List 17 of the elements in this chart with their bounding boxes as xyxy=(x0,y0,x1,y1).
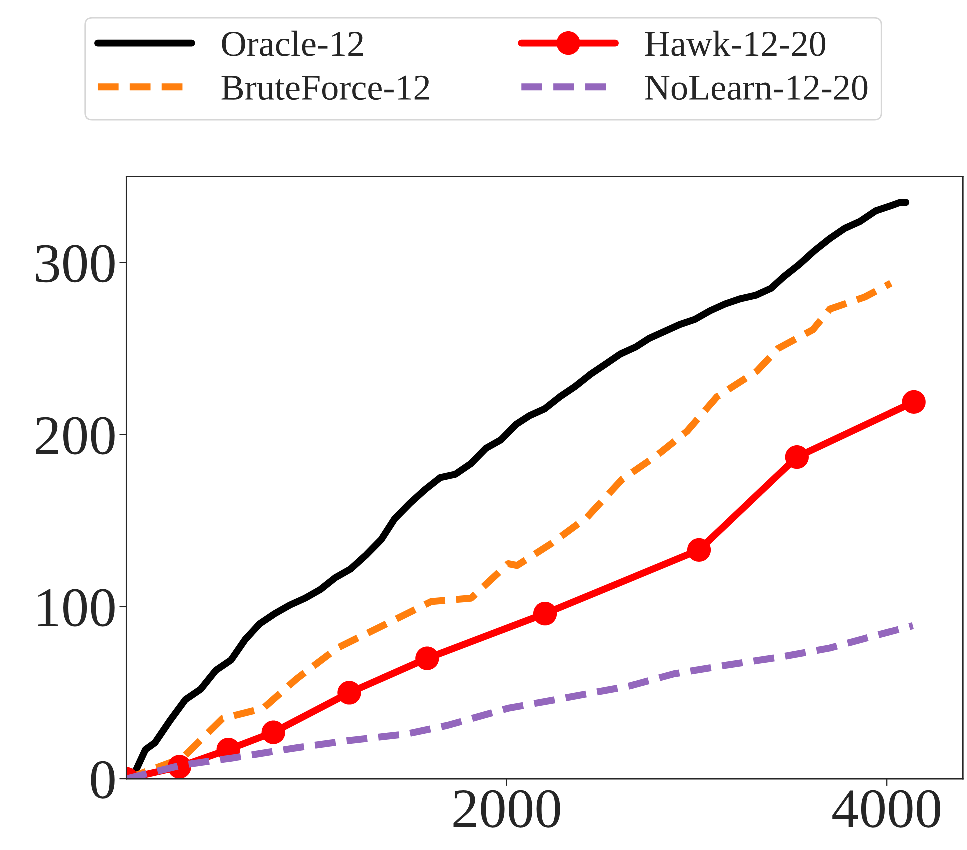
y-tick-label: 100 xyxy=(38,589,115,627)
legend-label: NoLearn-12-20 xyxy=(645,76,868,100)
legend-label: Oracle-12 xyxy=(222,30,364,56)
point xyxy=(416,646,440,670)
point xyxy=(785,445,809,470)
point xyxy=(338,681,362,705)
x-tick-label: 2000 xyxy=(454,790,560,828)
point xyxy=(533,602,558,626)
point xyxy=(687,538,712,562)
legend-label: BruteForce-12 xyxy=(222,76,430,100)
y-tick-label: 200 xyxy=(36,417,115,455)
x-tick-label: 4000 xyxy=(832,790,941,828)
y-tick-label: 300 xyxy=(36,245,115,283)
y-tick-label: 0 xyxy=(91,761,115,799)
point xyxy=(902,390,926,414)
legend-label: Hawk-12-20 xyxy=(645,30,826,56)
point xyxy=(262,720,286,744)
